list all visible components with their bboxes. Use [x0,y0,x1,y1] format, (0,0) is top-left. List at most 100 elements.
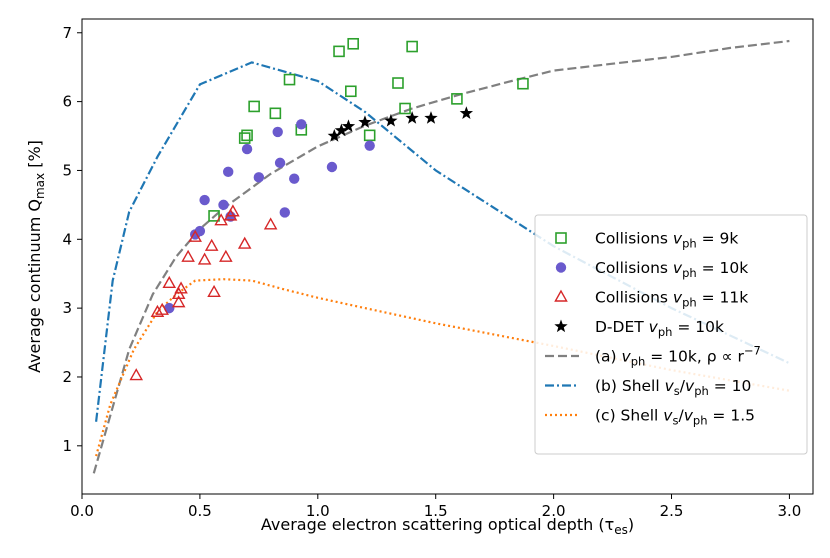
data-point [223,166,234,178]
data-point [384,113,398,127]
series-line-1 [92,39,790,474]
axes-layer: 0.0 0.5 1.0 1.5 2.0 2.5 3.0 1 2 3 4 5 6 7 Average elec… [25,18,814,537]
data-point [253,172,265,183]
y-axis-label-tail: [%] [25,140,44,173]
legend-box [534,214,808,455]
legend-label-text: = 10k, ρ ∝ r [645,348,744,366]
data-point [326,161,338,173]
data-point [283,73,296,86]
legend-label-sub: ph [682,296,697,310]
data-point [241,129,253,142]
y-axis-label-sub: max [33,173,47,199]
y-axis-label: Average continuum Qmax [%] [25,140,47,373]
data-point [218,199,229,211]
data-point [194,225,206,237]
x-tick-label: 1.0 [306,502,330,520]
data-point [197,252,212,265]
y-tick-label: 6 [62,93,72,111]
y-tick-label: 5 [62,161,72,179]
data-point [289,173,300,184]
y-tick-label: 3 [62,299,72,317]
data-point [248,100,260,113]
legend-label-text: = 10k [697,259,749,277]
data-point [334,123,349,137]
legend-label: Collisions vph = 9k [595,230,738,251]
data-point [347,37,359,50]
plot-frame [81,18,814,495]
y-tick-label: 4 [62,230,72,248]
data-point [219,249,233,262]
x-tick-label: 3.0 [777,502,801,520]
data-point [341,119,356,133]
legend-label-var: v [685,377,695,395]
data-point [208,210,220,222]
legend-label-sub: ph [631,355,646,369]
legend-label-text: Collisions [595,259,673,277]
data-point [363,129,376,142]
points-layer [129,37,529,381]
series-1-points [208,37,529,222]
data-point [129,368,144,381]
legend-label-text: (b) Shell [595,377,665,395]
data-point [164,302,175,314]
legend-label: Collisions vph = 11k [595,289,748,310]
x-tick-label: 0.0 [70,502,94,520]
legend-label-text: = 9k [697,230,739,248]
legend-label-sup: −7 [744,344,761,358]
x-axis-label-tail: ) [628,515,634,534]
x-tick-label: 2.5 [660,502,684,520]
legend-label-text: = 11k [697,289,749,307]
data-point [171,295,186,308]
legend-label-text: (c) Shell [595,407,663,425]
legend-label-var: v [622,348,632,366]
data-point [269,107,282,120]
data-point [459,106,474,119]
legend-label: (a) vph = 10k, ρ ∝ r−7 [595,344,761,369]
data-point [263,217,278,230]
data-point [279,207,290,218]
data-point [162,275,177,289]
legend-label: (b) Shell vs/vph = 10 [595,377,751,398]
data-point [238,132,251,144]
x-axis-label-sub: es [614,523,628,537]
legend-label-text: = 10 [709,377,752,395]
data-point [406,40,418,53]
x-tick-label: 0.5 [188,502,212,520]
x-axis-label: Average electron scattering optical dept… [261,515,634,537]
legend-label-text: Collisions [595,289,673,307]
y-tick-label: 2 [62,368,72,386]
x-tick-label: 1.5 [424,502,448,520]
legend-label-text: = 1.5 [708,407,756,425]
legend-label-sub: ph [693,414,708,428]
data-point [241,143,253,155]
data-point [207,284,221,297]
legend-label-text: / [680,377,686,395]
legend-label-var: v [684,407,694,425]
data-point [150,304,165,317]
data-point [333,45,345,58]
legend-label-sub: ph [694,384,709,398]
data-point [358,115,372,128]
legend-marker [554,319,568,333]
legend-label-text: Collisions [595,230,673,248]
data-point [274,157,286,169]
data-point [364,140,375,151]
legend-label-sub: ph [682,266,697,280]
data-point [424,111,438,124]
legend-marker [555,232,567,244]
data-point [226,204,240,217]
y-tick-label: 1 [62,437,72,455]
legend-label-text: D-DET [595,318,649,336]
legend-label-text: = 10k [672,318,724,336]
data-point [296,119,307,130]
legend-marker [554,289,568,302]
data-point [327,129,341,142]
legend-label-var: v [673,289,683,307]
x-tick-label: 2.0 [542,502,566,520]
data-point [199,194,210,206]
legend-label-var: v [649,318,659,336]
legend-label: (c) Shell vs/vph = 1.5 [595,407,755,428]
legend-label-var: v [665,377,675,395]
